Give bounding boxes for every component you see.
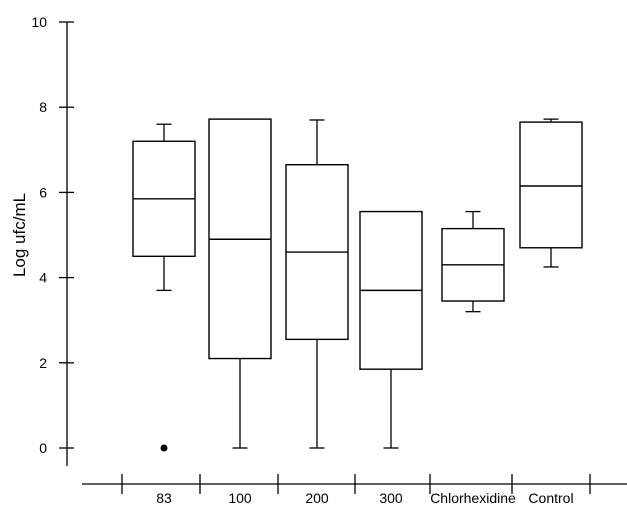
- y-tick-label: 6: [39, 184, 47, 200]
- box-83: [132, 123, 196, 452]
- y-ticks: 0 2 4 6 8 10: [31, 14, 74, 456]
- x-tick-label: 200: [305, 490, 329, 506]
- y-tick-label: 8: [39, 99, 47, 115]
- y-tick-label: 0: [39, 440, 47, 456]
- x-tick-label: 100: [228, 490, 252, 506]
- box-control: [519, 118, 583, 268]
- x-tick-label: Chlorhexidine: [430, 490, 516, 506]
- y-tick-label: 10: [31, 14, 47, 30]
- outlier-point: [160, 444, 168, 452]
- y-tick-label: 4: [39, 270, 47, 286]
- box-300: [359, 210, 423, 449]
- boxes: [132, 118, 583, 452]
- box-100: [208, 118, 272, 449]
- iqr-box: [519, 121, 583, 249]
- x-tick-label: Control: [528, 490, 573, 506]
- x-tick-label: 83: [156, 490, 172, 506]
- x-tick-label: 300: [379, 490, 403, 506]
- y-tick-label: 2: [39, 355, 47, 371]
- box-chlorhexidine: [441, 210, 505, 313]
- y-axis-label: Log ufc/mL: [10, 193, 29, 277]
- box-200: [285, 119, 349, 449]
- x-ticks: 83 100 200 300 Chlorhexidine Control: [121, 474, 591, 506]
